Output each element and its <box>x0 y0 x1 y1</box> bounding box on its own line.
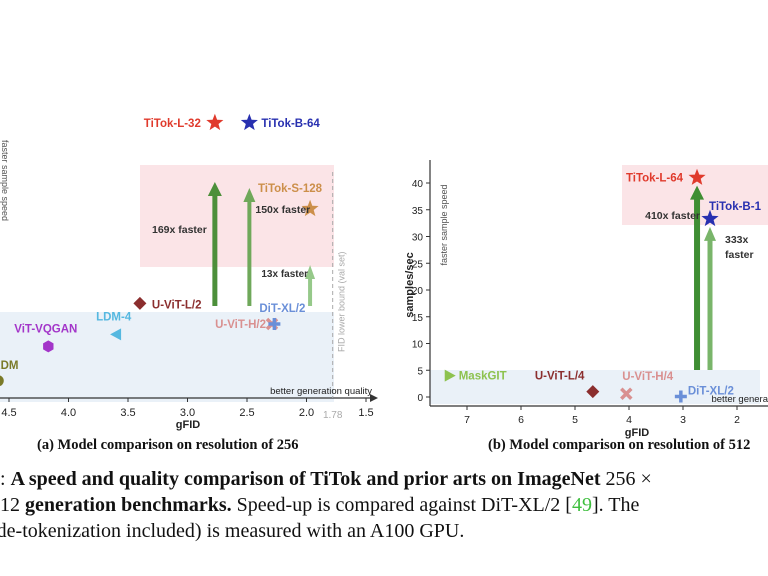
y-axis-label: faster sample speed <box>0 140 10 221</box>
titok-b-64-marker <box>240 113 258 131</box>
x-tick-2-label: 2 <box>734 414 740 426</box>
dit-xl-2-label: DiT-XL/2 <box>259 303 305 315</box>
titok-s-128-label: TiTok-S-128 <box>258 183 323 195</box>
tick-2-5-label: 2.5 <box>239 407 254 419</box>
x-tick-3-label: 3 <box>680 414 686 426</box>
vit-vqgan-marker <box>43 340 54 353</box>
y-tick-40-label: 40 <box>412 179 424 190</box>
u-vit-l-4-label: U-ViT-L/4 <box>535 371 585 383</box>
annotation-13x: 13x faster <box>261 269 308 280</box>
tick-1-5-label: 1.5 <box>358 407 373 419</box>
x-axis-label: gFID <box>625 427 649 439</box>
dit-xl-2-marker <box>674 390 687 403</box>
u-vit-l-4-marker <box>586 385 600 399</box>
dit-xl-2-marker <box>268 318 281 331</box>
dit-xl-2-label: DiT-XL/2 <box>688 385 734 397</box>
tick-3-5-label: 3.5 <box>120 407 135 419</box>
tick-2-0-label: 2.0 <box>299 407 314 419</box>
u-vit-l-2-label: U-ViT-L/2 <box>152 299 202 311</box>
subcaption-b: (b) Model comparison on resolution of 51… <box>488 437 751 453</box>
titok-l-64-marker <box>688 168 706 185</box>
arrow-titok-s-128 <box>305 265 316 306</box>
annotation-faster: faster <box>725 249 754 261</box>
tick-4-0-label: 4.0 <box>61 407 76 419</box>
caption-bold-2: generation benchmarks. <box>25 494 232 516</box>
caption-end: ]. The <box>591 494 640 516</box>
tick-4-5-label: 4.5 <box>1 407 16 419</box>
x-tick-6-label: 6 <box>518 414 524 426</box>
x-tick-4-label: 4 <box>626 414 632 426</box>
titok-b-128-marker <box>701 209 719 227</box>
maskgit-label: MaskGIT <box>459 371 507 383</box>
y-tick-30-label: 30 <box>412 233 424 244</box>
fid-bound-value: 1.78 <box>323 410 343 421</box>
baseline-region <box>0 312 334 402</box>
u-vit-h-4-marker <box>620 387 633 401</box>
adm-marker <box>0 375 4 387</box>
chart-a: faster sample speed 4.5 4.0 3.5 3.0 2.5 2.0 1.5… <box>0 113 378 431</box>
titok-b-128-label: TiTok-B-1 <box>709 201 762 213</box>
region-label: better generation quality <box>270 386 372 397</box>
y-axis-secondary-label: faster sample speed <box>439 184 449 265</box>
subcaption-a: (a) Model comparison on resolution of 25… <box>37 437 299 453</box>
titok-l-32-marker <box>206 113 224 131</box>
region-label: better genera <box>711 394 768 405</box>
caption-lead: 2: <box>0 468 6 490</box>
u-vit-h-4-label: U-ViT-H/4 <box>622 371 674 383</box>
annotation-333x: 333x <box>725 234 749 246</box>
arrow-titok-b-128 <box>704 226 716 370</box>
y-tick-35-label: 35 <box>412 206 424 217</box>
caption-mid: Speed-up is compared against DiT-XL/2 [ <box>231 494 572 516</box>
arrow-titok-l-64 <box>690 185 705 370</box>
tick-3-0-label: 3.0 <box>180 407 195 419</box>
u-vit-h-2-label: U-ViT-H/2 <box>215 319 266 331</box>
y-tick-10-label: 10 <box>412 340 424 351</box>
x-axis-label: gFID <box>176 419 200 431</box>
adm-label: ADM <box>0 360 18 372</box>
y-tick-0-label: 0 <box>417 393 423 404</box>
caption-math: 256 × <box>600 468 652 490</box>
caption-line-1: 2: A speed and quality comparison of TiT… <box>0 466 768 492</box>
caption-line-2: 512 generation benchmarks. Speed-up is c… <box>0 492 768 518</box>
caption-line-3: (de-tokenization included) is measured w… <box>0 520 465 542</box>
titok-b-64-label: TiTok-B-64 <box>261 118 320 130</box>
y-tick-25-label: 25 <box>412 259 424 270</box>
arrow-titok-l-32 <box>207 182 222 306</box>
titok-region <box>140 165 334 267</box>
fid-bound-label: FID lower bound (val set) <box>337 251 347 352</box>
titok-s-128-marker <box>301 199 319 217</box>
maskgit-marker <box>444 369 456 382</box>
y-tick-5-label: 5 <box>417 366 423 377</box>
x-tick-5-label: 5 <box>572 414 578 426</box>
caption-line2-pre: 512 <box>0 494 20 516</box>
titok-l-64-label: TiTok-L-64 <box>626 173 684 185</box>
y-tick-15-label: 15 <box>412 313 424 324</box>
ldm-4-marker <box>110 328 122 341</box>
figure-caption: 2: A speed and quality comparison of TiT… <box>0 466 768 544</box>
caption-bold-1: A speed and quality comparison of TiTok … <box>10 468 601 490</box>
vit-vqgan-label: ViT-VQGAN <box>14 323 77 335</box>
baseline-region <box>430 370 760 404</box>
chart-b: 05101520253035407654321.samples/secfaste… <box>404 160 768 439</box>
ldm-4-label: LDM-4 <box>96 311 132 323</box>
titok-l-32-label: TiTok-L-32 <box>144 118 201 130</box>
annotation-410x: 410x faster <box>645 210 700 222</box>
caption-citation[interactable]: 49 <box>571 494 592 516</box>
y-axis-label: samples/sec <box>404 252 416 317</box>
x-axis-arrowhead <box>370 394 378 402</box>
y-tick-20-label: 20 <box>412 286 424 297</box>
annotation-169x: 169x faster <box>152 224 207 236</box>
u-vit-l-2-marker <box>133 296 147 310</box>
arrow-titok-b-64 <box>243 188 256 306</box>
annotation-150x: 150x faster <box>255 204 310 216</box>
x-tick-7-label: 7 <box>464 414 470 426</box>
